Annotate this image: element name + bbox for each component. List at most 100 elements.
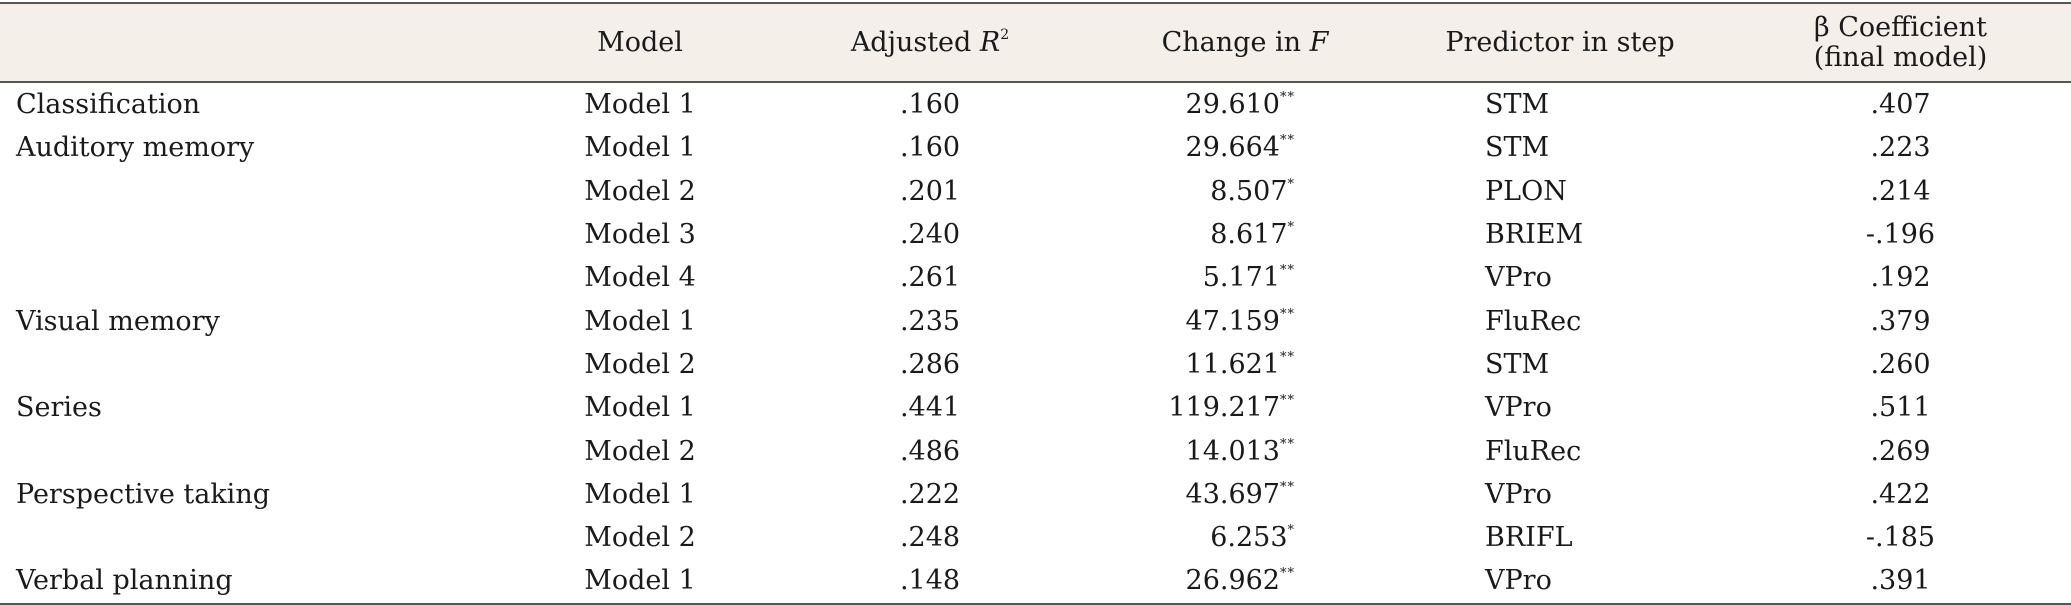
row-label: Series	[16, 392, 102, 424]
significance-marker: *	[1287, 176, 1295, 192]
significance-marker: *	[1287, 220, 1295, 236]
change-f-value: 119.217	[1168, 392, 1280, 424]
predictor-cell: VPro	[1485, 262, 1552, 294]
predictor-cell: FluRec	[1485, 435, 1582, 467]
row-label	[0, 170, 520, 213]
change-f-cell: 43.697**	[1100, 473, 1390, 516]
significance-marker: **	[1280, 306, 1295, 322]
header-change-f-var: F	[1309, 26, 1329, 58]
table-row: Verbal planning Model 1.148 26.962** VPro .3…	[0, 559, 2071, 605]
change-f-cell: 119.217**	[1100, 386, 1390, 429]
predictor-cell: VPro	[1390, 559, 1730, 605]
row-label	[0, 256, 520, 299]
header-label	[0, 2, 520, 83]
table-row: Classification Model 1 .160 29.610** STM .407	[0, 82, 2071, 126]
header-adjusted-r2-var: R	[979, 26, 1001, 58]
adjusted-r2-cell: .160	[899, 89, 961, 121]
adjusted-r2-cell: .160	[899, 132, 961, 164]
adjusted-r2-cell: .240	[899, 219, 961, 251]
model-cell: Model 1	[584, 132, 696, 164]
adjusted-r2-cell: .261	[899, 262, 961, 294]
beta-cell: .192	[1870, 262, 1931, 294]
beta-cell: -.196	[1865, 219, 1936, 251]
change-f-value: 29.610	[1185, 89, 1280, 121]
change-f-cell: 14.013**	[1100, 429, 1390, 472]
change-f-value: 8.617	[1210, 219, 1288, 251]
change-f-value: 5.171	[1202, 262, 1280, 294]
adjusted-r2-cell: .248	[899, 522, 961, 554]
model-cell: Model 1	[584, 305, 696, 337]
adjusted-r2-cell: .222	[899, 478, 961, 510]
change-f-cell: 26.962**	[1100, 559, 1390, 605]
row-label: Auditory memory	[16, 132, 255, 164]
table-row: Model 2 .486 14.013** FluRec .269	[0, 429, 2071, 472]
significance-marker: **	[1280, 133, 1295, 149]
model-cell: Model 1	[520, 559, 760, 605]
predictor-cell: FluRec	[1485, 305, 1582, 337]
change-f-value: 43.697	[1185, 478, 1280, 510]
beta-cell: .214	[1870, 175, 1931, 207]
significance-marker: **	[1280, 479, 1295, 495]
change-f-cell: 29.664**	[1100, 126, 1390, 169]
predictor-cell: VPro	[1485, 392, 1552, 424]
header-beta-line2: (final model)	[1813, 41, 1988, 73]
predictor-cell: BRIEM	[1485, 219, 1584, 251]
significance-marker: **	[1280, 349, 1295, 365]
change-f-value: 29.664	[1185, 132, 1280, 164]
row-label	[0, 343, 520, 386]
beta-cell: .223	[1870, 132, 1931, 164]
table-row: Series Model 1 .441 119.217** VPro .511	[0, 386, 2071, 429]
predictor-cell: BRIFL	[1485, 522, 1573, 554]
header-predictor: Predictor in step	[1390, 2, 1730, 83]
row-label	[0, 213, 520, 256]
model-cell: Model 2	[584, 348, 696, 380]
row-label: Verbal planning	[0, 559, 520, 605]
header-adjusted-r2-sup: 2	[1000, 26, 1010, 43]
predictor-cell: STM	[1485, 348, 1550, 380]
header-beta-line1: β Coefficient	[1814, 11, 1987, 43]
change-f-cell: 11.621**	[1100, 343, 1390, 386]
change-f-cell: 29.610**	[1100, 82, 1390, 126]
beta-cell: .269	[1870, 435, 1931, 467]
row-label: Classification	[16, 89, 201, 121]
model-cell: Model 3	[584, 219, 696, 251]
change-f-value: 14.013	[1185, 435, 1280, 467]
change-f-value: 26.962	[1185, 565, 1280, 597]
change-f-cell: 6.253*	[1100, 516, 1390, 559]
model-cell: Model 2	[584, 175, 696, 207]
beta-cell: -.185	[1865, 522, 1936, 554]
significance-marker: **	[1280, 263, 1295, 279]
change-f-cell: 5.171**	[1100, 256, 1390, 299]
row-label	[0, 429, 520, 472]
model-cell: Model 1	[584, 89, 696, 121]
change-f-cell: 8.507*	[1100, 170, 1390, 213]
change-f-value: 8.507	[1210, 175, 1288, 207]
beta-cell: .260	[1870, 348, 1931, 380]
significance-marker: *	[1287, 523, 1295, 539]
model-cell: Model 2	[584, 435, 696, 467]
header-change-f-prefix: Change in	[1161, 26, 1310, 58]
table-row: Model 2 .248 6.253* BRIFL -.185	[0, 516, 2071, 559]
table-row: Model 3 .240 8.617* BRIEM -.196	[0, 213, 2071, 256]
header-adjusted-r2-prefix: Adjusted	[850, 26, 980, 58]
predictor-cell: STM	[1485, 89, 1550, 121]
beta-cell: .422	[1870, 478, 1931, 510]
table-row: Model 4 .261 5.171** VPro .192	[0, 256, 2071, 299]
table-body: Classification Model 1.160 29.610** STM .407…	[0, 82, 2071, 605]
row-label: Perspective taking	[16, 478, 270, 510]
table-row: Visual memory Model 1 .235 47.159** FluRec .3…	[0, 299, 2071, 342]
significance-marker: **	[1280, 90, 1295, 106]
table-row: Model 2 .201 8.507* PLON .214	[0, 170, 2071, 213]
adjusted-r2-cell: .441	[899, 392, 961, 424]
header-change-f: Change in F	[1100, 2, 1390, 83]
table-header-row: Model Adjusted R2 Change in F Predictor …	[0, 2, 2071, 83]
row-label: Visual memory	[16, 305, 220, 337]
table-row: Model 2 .286 11.621** STM .260	[0, 343, 2071, 386]
table-row: Perspective taking Model 1 .222 43.697** VPr…	[0, 473, 2071, 516]
significance-marker: **	[1280, 393, 1295, 409]
adjusted-r2-cell: .286	[899, 348, 961, 380]
model-cell: Model 1	[584, 392, 696, 424]
model-cell: Model 1	[584, 478, 696, 510]
predictor-cell: VPro	[1485, 478, 1552, 510]
